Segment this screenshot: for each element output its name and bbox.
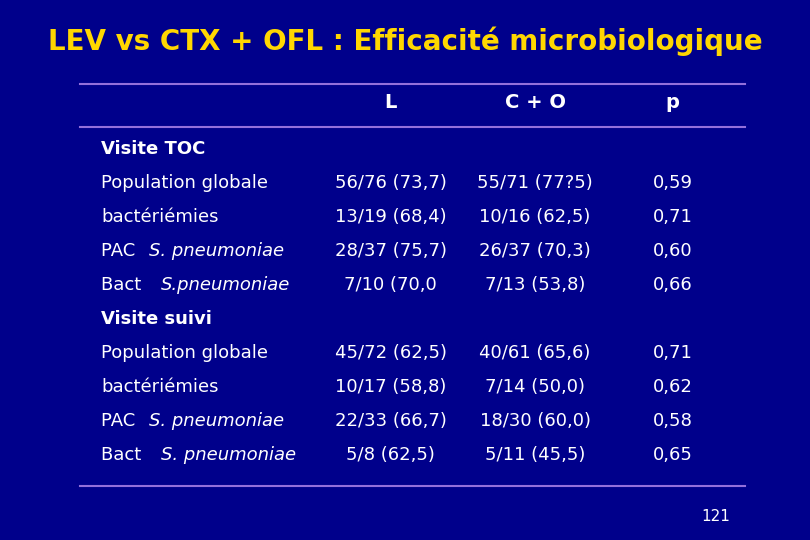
Text: PAC: PAC — [101, 241, 141, 260]
Text: 0,65: 0,65 — [653, 446, 693, 464]
Text: Population globale: Population globale — [101, 343, 268, 362]
Text: 13/19 (68,4): 13/19 (68,4) — [335, 207, 446, 226]
Text: L: L — [385, 93, 397, 112]
Text: 22/33 (66,7): 22/33 (66,7) — [335, 411, 446, 430]
Text: 45/72 (62,5): 45/72 (62,5) — [335, 343, 446, 362]
Text: p: p — [666, 93, 680, 112]
Text: 28/37 (75,7): 28/37 (75,7) — [335, 241, 446, 260]
Text: 7/10 (70,0: 7/10 (70,0 — [344, 275, 437, 294]
Text: 0,71: 0,71 — [653, 207, 693, 226]
Text: Bact: Bact — [101, 275, 147, 294]
Text: 56/76 (73,7): 56/76 (73,7) — [335, 173, 446, 192]
Text: 121: 121 — [701, 509, 731, 524]
Text: Visite suivi: Visite suivi — [101, 309, 212, 328]
Text: 0,59: 0,59 — [653, 173, 693, 192]
Text: 26/37 (70,3): 26/37 (70,3) — [480, 241, 591, 260]
Text: 0,58: 0,58 — [653, 411, 693, 430]
Text: bactériémies: bactériémies — [101, 207, 219, 226]
Text: C + O: C + O — [505, 93, 565, 112]
Text: S. pneumoniae: S. pneumoniae — [149, 411, 284, 430]
Text: Population globale: Population globale — [101, 173, 268, 192]
Text: 0,71: 0,71 — [653, 343, 693, 362]
Text: S. pneumoniae: S. pneumoniae — [149, 241, 284, 260]
Text: 5/11 (45,5): 5/11 (45,5) — [485, 446, 586, 464]
Text: LEV vs CTX + OFL : Efficacité microbiologique: LEV vs CTX + OFL : Efficacité microbiolo… — [48, 27, 762, 57]
Text: 18/30 (60,0): 18/30 (60,0) — [480, 411, 590, 430]
Text: bactériémies: bactériémies — [101, 377, 219, 396]
Text: 0,62: 0,62 — [653, 377, 693, 396]
Text: S.pneumoniae: S.pneumoniae — [161, 275, 290, 294]
Text: Visite TOC: Visite TOC — [101, 139, 206, 158]
Text: 10/17 (58,8): 10/17 (58,8) — [335, 377, 446, 396]
Text: 7/13 (53,8): 7/13 (53,8) — [485, 275, 586, 294]
Text: 5/8 (62,5): 5/8 (62,5) — [346, 446, 435, 464]
Text: 40/61 (65,6): 40/61 (65,6) — [480, 343, 590, 362]
Text: 10/16 (62,5): 10/16 (62,5) — [480, 207, 590, 226]
Text: 0,60: 0,60 — [653, 241, 693, 260]
Text: 0,66: 0,66 — [653, 275, 693, 294]
Text: 7/14 (50,0): 7/14 (50,0) — [485, 377, 585, 396]
Text: Bact: Bact — [101, 446, 147, 464]
Text: PAC: PAC — [101, 411, 141, 430]
Text: 55/71 (77?5): 55/71 (77?5) — [477, 173, 593, 192]
Text: S. pneumoniae: S. pneumoniae — [161, 446, 296, 464]
